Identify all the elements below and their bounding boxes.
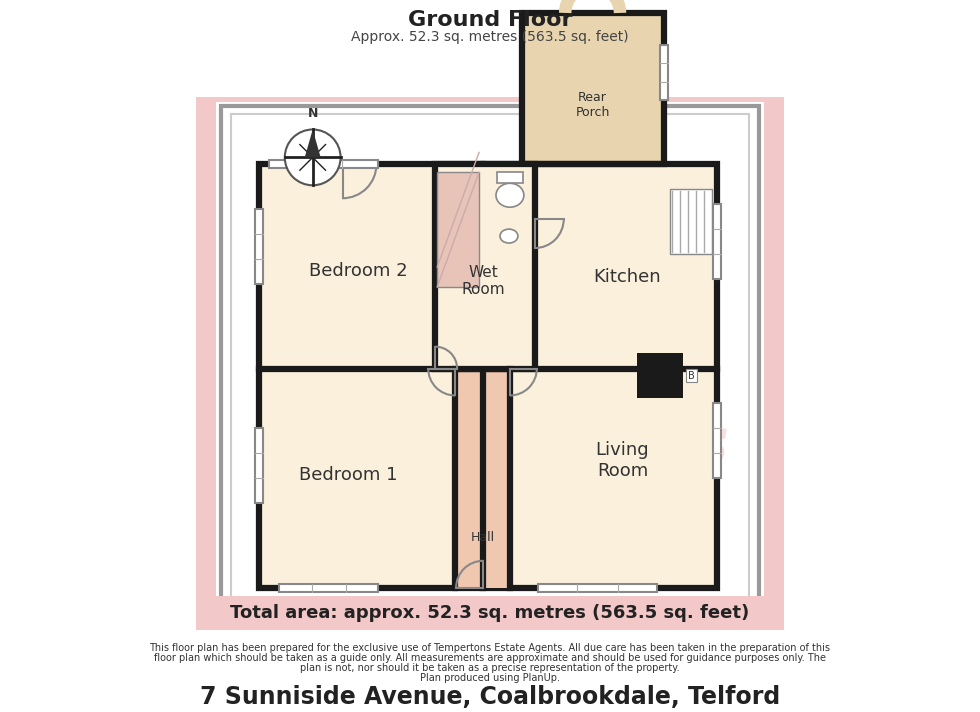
Text: Kitchen: Kitchen <box>594 268 662 286</box>
Bar <box>259 164 717 587</box>
Bar <box>522 13 664 164</box>
Text: This floor plan has been prepared for the exclusive use of Tempertons Estate Age: This floor plan has been prepared for th… <box>150 644 830 654</box>
Bar <box>497 172 523 183</box>
Text: Ground Floor: Ground Floor <box>408 10 572 30</box>
Text: Tempertons: Tempertons <box>251 410 729 481</box>
Circle shape <box>285 130 341 185</box>
Ellipse shape <box>496 183 524 207</box>
Bar <box>255 429 263 503</box>
Bar <box>661 45 668 100</box>
Bar <box>538 584 658 592</box>
Text: Plan produced using PlanUp.: Plan produced using PlanUp. <box>420 674 560 684</box>
Text: floor plan which should be taken as a guide only. All measurements are approxima: floor plan which should be taken as a gu… <box>154 654 826 664</box>
Bar <box>437 172 479 287</box>
Text: N: N <box>308 107 318 120</box>
Bar <box>231 113 749 597</box>
Bar <box>216 102 764 609</box>
Text: Living
Room: Living Room <box>596 441 650 480</box>
Text: Hall: Hall <box>471 531 495 545</box>
Text: Approx. 52.3 sq. metres (563.5 sq. feet): Approx. 52.3 sq. metres (563.5 sq. feet) <box>351 30 629 44</box>
Bar <box>713 204 721 279</box>
Text: B: B <box>688 370 695 380</box>
Bar <box>196 97 784 624</box>
Text: 7 Sunniside Avenue, Coalbrookdale, Telford: 7 Sunniside Avenue, Coalbrookdale, Telfo… <box>200 685 780 709</box>
Bar <box>221 105 759 606</box>
Bar <box>435 164 535 369</box>
Text: Bedroom 2: Bedroom 2 <box>310 262 408 280</box>
Bar <box>637 352 683 399</box>
Bar <box>670 189 712 254</box>
Text: Bedroom 1: Bedroom 1 <box>299 466 398 484</box>
Text: plan is not, nor should it be taken as a precise representation of the property.: plan is not, nor should it be taken as a… <box>300 664 680 674</box>
Bar <box>279 584 378 592</box>
Bar <box>269 160 378 168</box>
Bar <box>713 404 721 478</box>
Bar <box>455 369 510 587</box>
Bar <box>255 209 263 284</box>
Ellipse shape <box>500 229 517 243</box>
Bar <box>196 596 784 629</box>
Polygon shape <box>305 130 320 157</box>
Text: Wet
Room: Wet Room <box>462 265 505 297</box>
Bar <box>259 164 717 587</box>
Text: Total area: approx. 52.3 sq. metres (563.5 sq. feet): Total area: approx. 52.3 sq. metres (563… <box>230 604 750 622</box>
Text: Rear
Porch: Rear Porch <box>575 90 610 119</box>
